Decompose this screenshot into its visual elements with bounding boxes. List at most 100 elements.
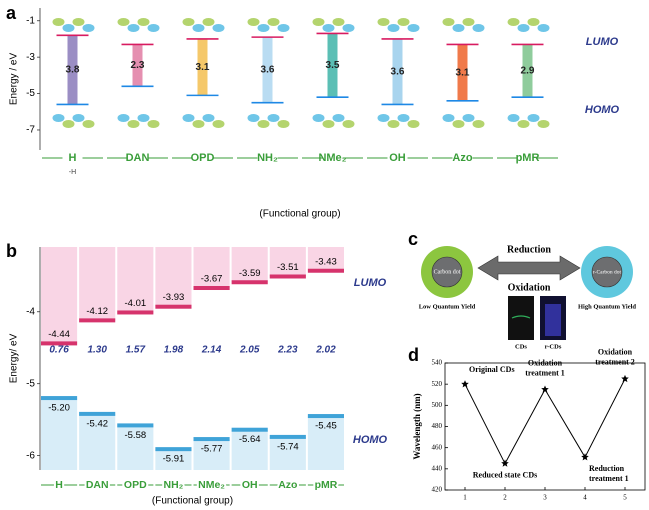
orbital-lobe [507,18,520,26]
orbital-lobe [442,114,455,122]
vial-label: r-CDs [545,343,562,350]
orbital-lobe [462,18,475,26]
panel-label: c [408,229,418,249]
orbital-lobe [202,114,215,122]
lumo-region [155,247,192,307]
homo-region [193,439,230,470]
gap-label: 3.1 [196,62,210,73]
orbital-lobe [147,24,160,32]
x-tick-label: pMR [516,152,540,164]
orbital-lobe [117,114,130,122]
orbital-lobe [137,18,150,26]
lumo-level [41,341,78,346]
annotation: Oxidation [528,358,563,367]
orbital-lobe [452,120,465,128]
point [581,453,589,461]
homo-region [117,425,154,470]
orbital-lobe [82,120,95,128]
lumo-value: -3.67 [201,274,223,285]
gap-bar [132,44,143,87]
x-tick-label: pMR [315,479,338,491]
y-tick-label: 420 [432,486,443,494]
x-tick-label: NMe₂ [198,479,225,491]
orbital-lobe [472,120,485,128]
orbital-lobe [342,120,355,128]
gap-value: 1.57 [126,345,146,356]
orbital-lobe [247,18,260,26]
orbital-lobe [527,114,540,122]
orbital-lobe [537,24,550,32]
y-tick-label: 520 [432,380,443,388]
lumo-value: -4.44 [48,329,70,340]
panel-label: b [6,241,17,261]
lumo-value: -3.59 [239,268,261,279]
x-tick-label: DAN [126,152,150,164]
orbital-lobe [517,120,530,128]
annotation: treatment 2 [595,358,635,367]
homo-value: -5.42 [86,418,108,429]
y-tick-label: 540 [432,359,443,367]
orbital-lobe [147,120,160,128]
x-tick-label: OPD [124,479,147,491]
y-tick-label: 500 [432,401,443,409]
carbon-dot-core [591,256,623,288]
x-axis-label: (Functional group) [152,496,233,507]
homo-value: -5.74 [277,441,299,452]
annotation: treatment 1 [525,368,565,377]
panel-c: c Carbon dot r-Carbon dot Reduction Oxid… [408,229,636,351]
x-tick-label: 4 [583,494,587,502]
gap-bar [457,44,468,101]
x-tick-label: NH₂ [257,152,278,164]
homo-value: -5.20 [48,403,70,414]
gap-label: 3.1 [456,67,470,78]
orbital-lobe [377,18,390,26]
orbital-lobe [257,24,270,32]
arrow-label: Reduction [507,244,551,255]
lumo-value: -3.93 [163,292,185,303]
orbital-lobe [127,120,140,128]
x-tick-label: NH₂ [164,479,184,491]
point [541,385,549,393]
y-tick-label: -5 [26,378,35,389]
orbital-lobe [322,24,335,32]
x-tick-label: 1 [463,494,467,502]
y-tick-label: 460 [432,443,443,451]
homo-level [269,434,306,439]
orbital-lobe [72,114,85,122]
vial [508,296,534,340]
orbital-lobe [52,18,65,26]
series-label: HOMO [585,104,620,116]
orbital-lobe [62,24,75,32]
homo-region [269,436,306,470]
orbital-lobe [182,114,195,122]
y-tick-label: -5 [26,88,35,99]
dot-label: Carbon dot [434,269,461,275]
y-tick-label: -6 [26,450,35,461]
gap-value: 2.23 [277,345,298,356]
gap-value: 0.76 [49,345,69,356]
orbital-lobe [192,120,205,128]
lumo-level [155,304,192,309]
point [461,380,469,388]
orbital-lobe [527,18,540,26]
x-tick-label: OH [389,152,406,164]
series-label: HOMO [353,434,388,446]
double-arrow [477,255,581,281]
caption: Low Quantum Yield [419,303,476,310]
vial-glow [545,304,561,336]
vial-label: CDs [515,343,527,350]
orbital-lobe [277,120,290,128]
arrow-label: Oxidation [508,282,551,293]
orbital-lobe [212,24,225,32]
x-tick-label: H [55,479,63,491]
orbital-lobe [257,120,270,128]
x-tick-label: 5 [623,494,627,502]
lumo-region [79,247,116,321]
gap-value: 2.02 [315,345,336,356]
substituent: -H [69,169,76,176]
lumo-region [41,247,78,344]
orbital-lobe [342,24,355,32]
panel-label: a [6,3,17,23]
orbital-lobe [322,120,335,128]
